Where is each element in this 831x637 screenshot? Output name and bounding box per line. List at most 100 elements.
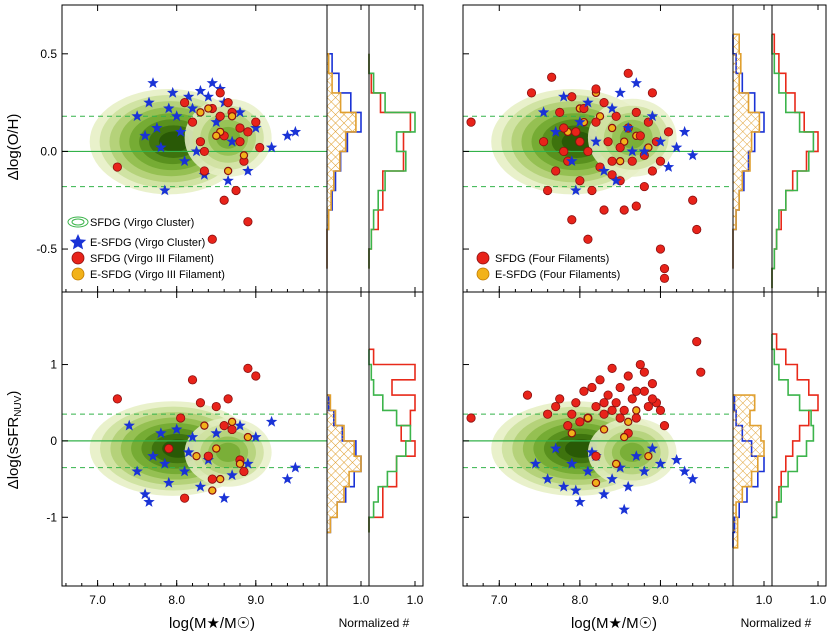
red-point — [635, 131, 645, 141]
red-point — [215, 111, 225, 121]
legend-orange-dot-icon — [71, 267, 85, 281]
red-point — [112, 394, 122, 404]
red-point — [538, 137, 549, 147]
star-point — [574, 496, 586, 507]
orange-point — [227, 417, 237, 427]
star-point — [654, 457, 667, 469]
star-point — [550, 125, 562, 137]
ylabel-bottom-end: ) — [5, 391, 22, 396]
red-point — [199, 146, 209, 157]
star-point — [281, 473, 294, 484]
star-point — [131, 465, 143, 477]
star-point — [143, 496, 155, 507]
star-point — [570, 484, 582, 496]
orange-point — [599, 425, 609, 434]
red-point — [599, 398, 609, 408]
red-point — [615, 413, 625, 423]
hist-xlabel-right: Normalized # — [741, 616, 812, 630]
red-point — [466, 117, 476, 127]
red-point — [692, 224, 702, 235]
legend-left-item-3: SFDG (Virgo III Filament) — [71, 251, 214, 265]
red-point — [591, 451, 601, 461]
star-point — [626, 145, 638, 157]
star-point — [582, 465, 594, 477]
star-point — [159, 457, 171, 469]
red-point — [255, 142, 265, 153]
red-point — [607, 363, 617, 373]
star-point — [638, 465, 650, 477]
star-point — [598, 488, 610, 500]
histogram-bottom-right-hist-1: 1.0 — [732, 291, 773, 607]
hist-xlabel-left: Normalized # — [339, 616, 410, 630]
hist-tick-label: 1.0 — [353, 593, 370, 607]
x-tick-label: 7.0 — [491, 593, 508, 607]
xlabel-left: log(M★/M☉) — [169, 615, 255, 632]
red-point — [235, 137, 245, 147]
orange-point — [567, 429, 577, 438]
red-point — [615, 382, 625, 393]
y-tick-label: 0.5 — [40, 47, 57, 61]
star-point — [147, 450, 159, 461]
legend-right-label-1: SFDG (Four Filaments) — [495, 253, 609, 265]
red-point — [555, 107, 565, 117]
star-point — [202, 90, 214, 102]
red-point — [611, 398, 621, 408]
red-point — [575, 176, 585, 186]
red-point — [655, 156, 666, 166]
red-point — [663, 127, 674, 137]
orange-point — [632, 406, 641, 415]
red-point — [187, 375, 198, 385]
star-point — [178, 465, 191, 477]
legend-left: SFDG (Virgo Cluster) E-SFDG (Virgo Clust… — [67, 216, 225, 281]
star-point — [194, 84, 207, 96]
star-point — [143, 96, 155, 108]
star-point — [670, 141, 683, 153]
orange-point — [239, 151, 249, 160]
orange-point — [619, 432, 629, 442]
red-point — [599, 98, 609, 108]
star-point — [155, 427, 167, 439]
red-point — [243, 127, 253, 137]
y-tick-label: 0 — [50, 434, 57, 448]
hist-step-red — [772, 333, 819, 519]
red-point — [551, 401, 561, 412]
legend-right-label-2: E-SFDG (Four Filaments) — [495, 269, 620, 281]
x-tick-label: 8.0 — [168, 593, 185, 607]
hist-tick-label: 1.0 — [810, 593, 827, 607]
red-point — [176, 413, 186, 423]
red-point — [655, 405, 666, 415]
legend-left-label-4: E-SFDG (Virgo III Filament) — [90, 269, 225, 281]
star-point — [175, 125, 187, 137]
orange-point — [192, 451, 201, 461]
red-point — [219, 195, 229, 205]
red-point — [623, 68, 633, 78]
red-point — [643, 401, 653, 412]
orange-point — [243, 432, 253, 442]
red-point — [164, 443, 174, 454]
red-point — [696, 367, 706, 377]
star-point — [687, 149, 699, 161]
star-point — [155, 141, 167, 153]
red-point — [595, 375, 605, 385]
red-point — [112, 162, 122, 172]
star-point — [171, 423, 183, 435]
red-point — [207, 474, 217, 484]
red-point — [571, 127, 581, 137]
x-tick-label: 9.0 — [652, 593, 669, 607]
orange-point — [644, 451, 653, 461]
star-point — [265, 141, 278, 153]
red-point — [603, 137, 613, 147]
star-point — [558, 480, 570, 492]
star-point — [614, 461, 626, 473]
red-point — [607, 405, 617, 415]
hist-step-green — [368, 53, 416, 269]
star-point — [630, 450, 642, 461]
orange-point — [212, 131, 221, 141]
star-point — [550, 442, 562, 454]
red-point — [559, 146, 569, 157]
star-point — [582, 96, 594, 108]
star-point — [265, 415, 278, 427]
legend-right: SFDG (Four Filaments) E-SFDG (Four Filam… — [476, 251, 620, 281]
red-point — [647, 379, 658, 389]
